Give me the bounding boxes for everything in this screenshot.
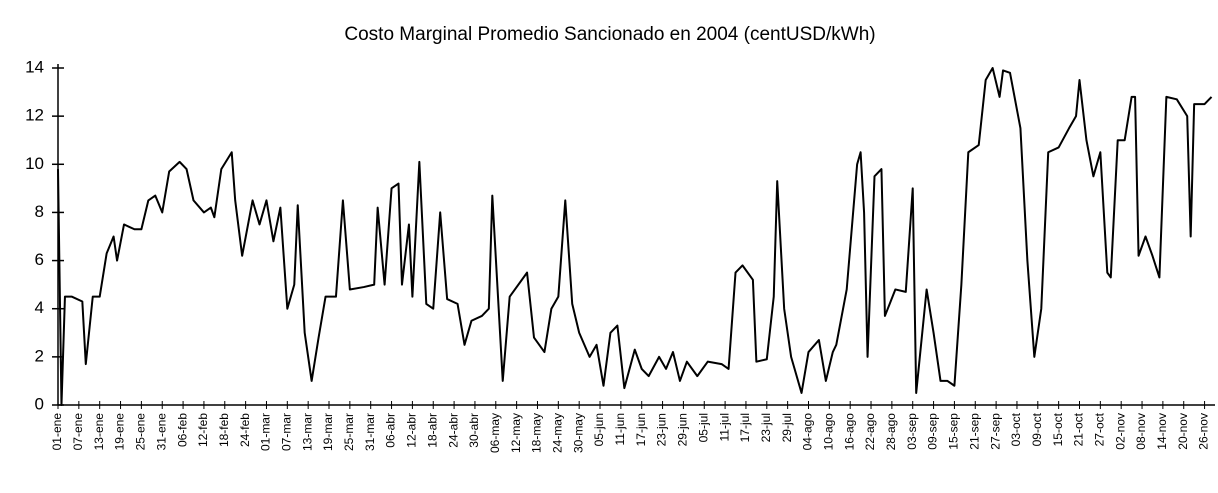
- x-tick-label: 29-jul: [780, 413, 794, 442]
- x-tick-label: 15-oct: [1051, 412, 1065, 446]
- x-tick-label: 26-nov: [1197, 413, 1211, 450]
- x-tick-label: 16-ago: [842, 413, 856, 451]
- x-tick-label: 27-sep: [988, 413, 1002, 450]
- x-tick-label: 14-nov: [1155, 413, 1169, 450]
- x-tick-label: 11-jun: [613, 413, 627, 445]
- x-tick-label: 11-jul: [717, 413, 731, 441]
- x-tick-label: 05-jun: [592, 413, 606, 446]
- x-tick-label: 23-jun: [655, 413, 669, 446]
- x-tick-label: 12-may: [509, 413, 523, 453]
- x-tick-label: 03-oct: [1009, 412, 1023, 446]
- x-tick-label: 17-jul: [738, 413, 752, 442]
- x-tick-label: 12-abr: [405, 413, 419, 448]
- x-tick-label: 12-feb: [196, 413, 210, 447]
- x-tick-label: 02-nov: [1113, 413, 1127, 450]
- x-tick-label: 06-feb: [175, 413, 189, 447]
- x-tick-label: 10-ago: [822, 413, 836, 451]
- y-tick-label: 8: [35, 202, 44, 221]
- x-tick-label: 19-mar: [321, 413, 335, 451]
- x-tick-label: 15-sep: [947, 413, 961, 450]
- x-tick-label: 28-ago: [884, 413, 898, 451]
- x-tick-label: 31-ene: [154, 413, 168, 451]
- y-tick-label: 6: [35, 250, 44, 269]
- x-tick-label: 24-abr: [446, 413, 460, 448]
- x-tick-label: 24-may: [550, 413, 564, 453]
- x-tick-label: 30-abr: [467, 413, 481, 448]
- x-tick-label: 22-ago: [863, 413, 877, 451]
- x-tick-label: 13-ene: [92, 413, 106, 451]
- y-tick-label: 4: [35, 298, 44, 317]
- x-tick-label: 08-nov: [1134, 413, 1148, 450]
- y-tick-label: 10: [25, 154, 44, 173]
- data-line: [57, 67, 1213, 406]
- x-tick-label: 27-oct: [1093, 412, 1107, 446]
- x-tick-label: 21-oct: [1072, 412, 1086, 446]
- x-tick-label: 25-ene: [134, 413, 148, 451]
- x-tick-label: 31-mar: [363, 413, 377, 451]
- x-tick-label: 18-may: [530, 413, 544, 453]
- x-tick-label: 06-abr: [384, 413, 398, 448]
- y-tick-label: 2: [35, 346, 44, 365]
- x-tick-label: 09-sep: [926, 413, 940, 450]
- x-tick-label: 01-mar: [259, 413, 273, 451]
- x-tick-label: 07-ene: [71, 413, 85, 451]
- y-tick-label: 12: [25, 106, 44, 125]
- y-tick-label: 14: [25, 57, 44, 76]
- y-tick-label: 0: [35, 394, 44, 413]
- x-tick-label: 04-ago: [801, 413, 815, 451]
- x-tick-label: 17-jun: [634, 413, 648, 446]
- x-tick-label: 18-feb: [217, 413, 231, 447]
- x-tick-label: 09-oct: [1030, 412, 1044, 446]
- x-tick-label: 20-nov: [1176, 413, 1190, 450]
- x-tick-label: 29-jun: [676, 413, 690, 446]
- x-tick-label: 24-feb: [238, 413, 252, 447]
- x-tick-label: 05-jul: [696, 413, 710, 442]
- x-tick-label: 13-mar: [300, 413, 314, 451]
- x-tick-label: 06-may: [488, 413, 502, 453]
- x-tick-label: 30-may: [571, 413, 585, 453]
- x-tick-label: 07-mar: [279, 413, 293, 451]
- x-tick-label: 01-ene: [50, 413, 64, 451]
- x-tick-label: 21-sep: [967, 413, 981, 450]
- x-tick-label: 18-abr: [425, 413, 439, 448]
- x-tick-label: 23-jul: [759, 413, 773, 442]
- x-tick-label: 03-sep: [905, 413, 919, 450]
- chart-title: Costo Marginal Promedio Sancionado en 20…: [344, 24, 875, 45]
- x-tick-label: 25-mar: [342, 413, 356, 451]
- x-tick-label: 19-ene: [113, 413, 127, 451]
